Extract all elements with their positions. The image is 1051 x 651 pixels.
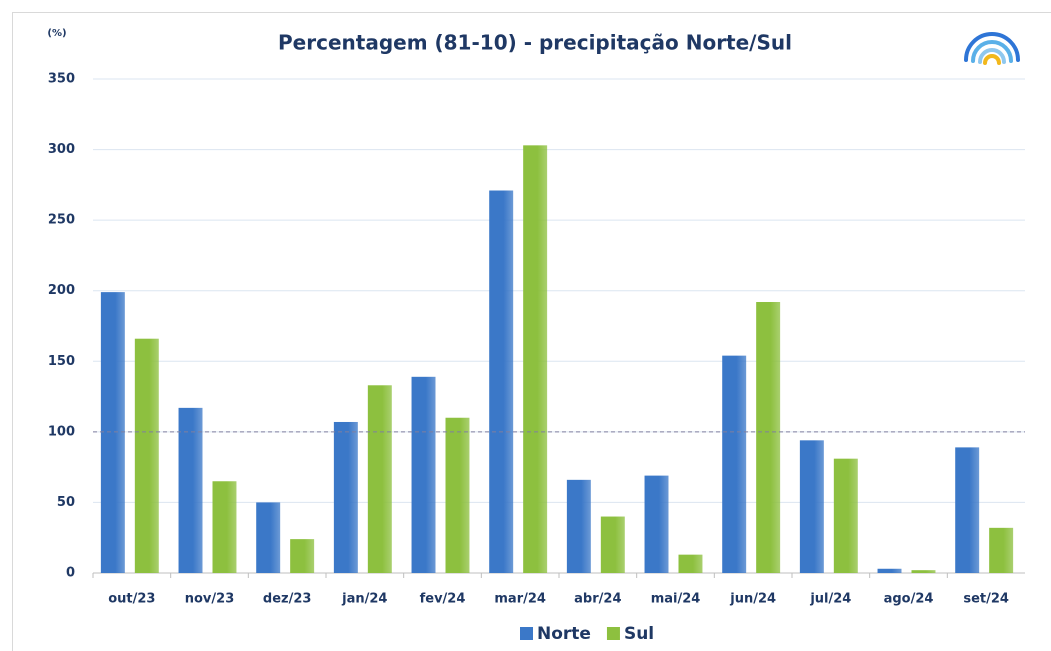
bar: [989, 527, 1014, 573]
y-tick-label: 200: [48, 283, 75, 298]
bar: [644, 475, 669, 573]
logo: [964, 32, 1020, 65]
y-tick-label: 100: [48, 424, 75, 439]
x-tick-label: mar/24: [494, 592, 546, 607]
bar: [600, 516, 625, 573]
chart-title: Percentagem (81-10) - precipitação Norte…: [278, 31, 792, 55]
x-tick-label: abr/24: [574, 592, 621, 607]
x-tick-label: jan/24: [341, 592, 387, 607]
y-tick-label: 50: [57, 495, 75, 510]
bar: [100, 292, 125, 573]
x-tick-label: ago/24: [884, 592, 934, 607]
bar: [178, 407, 203, 573]
legend-swatch: [606, 627, 620, 640]
legend-label: Norte: [537, 624, 591, 644]
y-tick-label: 0: [66, 566, 75, 581]
bar: [756, 302, 781, 573]
legend-swatch: [520, 627, 533, 640]
x-tick-label: nov/23: [185, 592, 235, 607]
x-tick-label: dez/23: [263, 592, 312, 607]
y-tick-label: 300: [48, 142, 75, 157]
bar: [833, 458, 858, 573]
x-tick-label: jun/24: [729, 592, 776, 607]
x-tick-label: mai/24: [651, 592, 701, 607]
bar: [566, 479, 591, 573]
y-tick-label: 250: [48, 213, 75, 228]
bar: [523, 145, 548, 573]
bar: [290, 539, 315, 573]
bar: [134, 338, 159, 573]
x-tick-label: out/23: [108, 592, 155, 607]
bar: [955, 447, 980, 573]
y-tick-label: 350: [48, 72, 75, 87]
bar: [911, 570, 936, 573]
bar: [411, 376, 436, 573]
x-tick-label: jul/24: [809, 592, 851, 607]
x-tick-label: set/24: [963, 592, 1009, 607]
bar: [722, 355, 747, 573]
bar: [256, 502, 281, 573]
legend-label: Sul: [624, 624, 654, 644]
bar: [367, 385, 392, 573]
frame: [12, 12, 1051, 651]
bar: [445, 417, 470, 573]
bar: [877, 568, 902, 573]
y-axis-label: (%): [47, 28, 66, 39]
bar: [333, 421, 358, 573]
bar: [678, 554, 703, 573]
bar: [212, 481, 237, 573]
bar: [489, 190, 514, 573]
bar: [799, 440, 824, 573]
y-tick-label: 150: [48, 354, 75, 369]
x-tick-label: fev/24: [420, 592, 466, 607]
